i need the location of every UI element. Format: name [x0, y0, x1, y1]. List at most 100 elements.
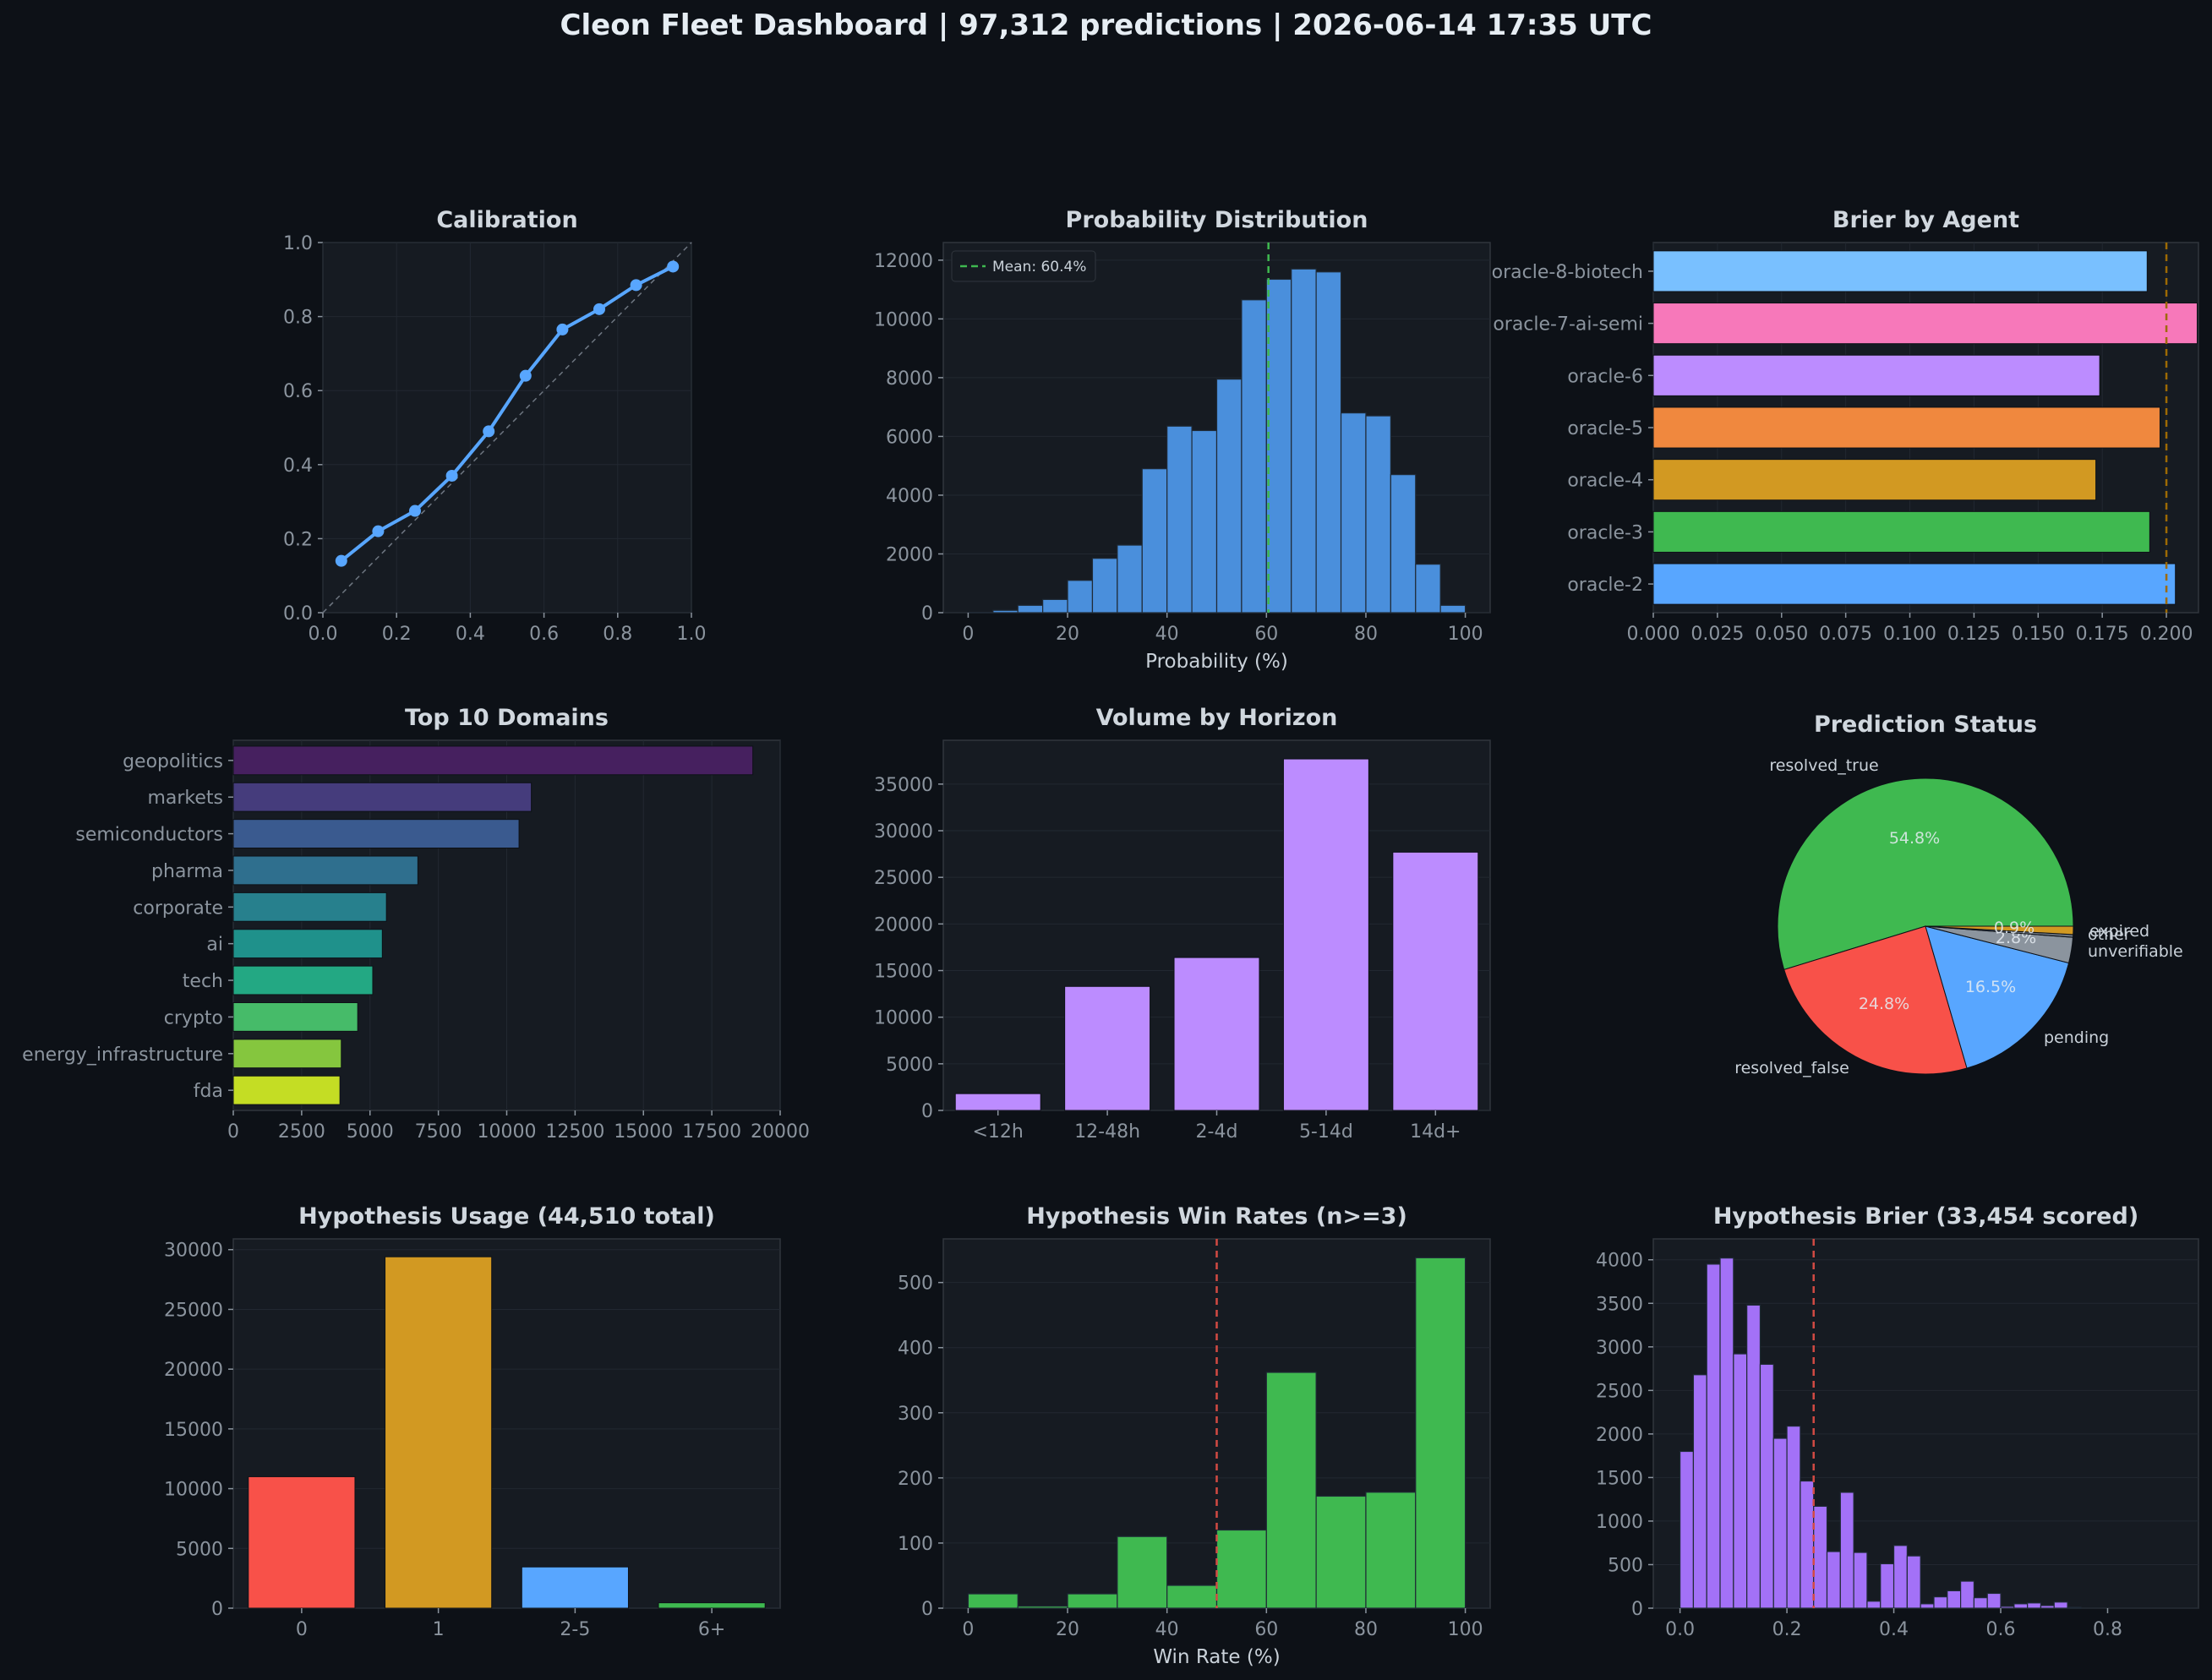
hypothesis-usage-ytick-label: 10000: [164, 1480, 223, 1501]
volume-by-horizon-bar: [1064, 985, 1151, 1111]
top-domains-bar: [232, 819, 520, 848]
probability-distribution-bar: [1365, 415, 1391, 614]
pie-label: expired: [2089, 922, 2149, 941]
pie-percent-label: 16.5%: [1965, 978, 2016, 996]
probability-distribution-xtick-label: 0: [962, 624, 974, 645]
hypothesis-win-rates-bar: [1415, 1257, 1466, 1609]
pie-label: resolved_false: [1734, 1059, 1849, 1077]
hypothesis-brier-bar: [1772, 1437, 1788, 1609]
pie-slice-expired: [1925, 925, 2074, 935]
probability-distribution-xtick-label: 20: [1056, 624, 1079, 645]
top-domains-xtick-label: 0: [227, 1121, 239, 1143]
top-domains-xtick-label: 20000: [751, 1121, 810, 1143]
probability-distribution-legend-label: Mean: 60.4%: [992, 259, 1086, 275]
calibration-point: [445, 469, 458, 482]
brier-by-agent-xtick-label: 0.025: [1690, 624, 1744, 645]
calibration-point: [630, 279, 642, 292]
brier-by-agent-category-label: oracle-7-ai-semi: [1493, 314, 1643, 335]
calibration-ytick-label: 0.6: [283, 381, 313, 402]
probability-distribution-bar: [1315, 271, 1342, 614]
calibration-point: [372, 525, 385, 537]
hypothesis-usage-ytick-label: 30000: [164, 1241, 223, 1262]
top-domains-xtick-label: 12500: [545, 1121, 604, 1143]
brier-by-agent-category-label: oracle-5: [1567, 418, 1643, 439]
brier-by-agent-category-label: oracle-3: [1567, 522, 1643, 543]
volume-by-horizon-ytick-label: 15000: [874, 962, 933, 983]
hypothesis-win-rates-ytick-label: 0: [921, 1599, 933, 1620]
hypothesis-win-rates-xtick-label: 80: [1354, 1619, 1378, 1640]
pie-percent-label: 0.9%: [1994, 919, 2034, 937]
hypothesis-brier-bar: [2040, 1605, 2055, 1609]
volume-by-horizon-category-label: 2-4d: [1196, 1121, 1238, 1143]
calibration-point: [335, 554, 347, 567]
hypothesis-usage-category-label: 1: [433, 1619, 445, 1640]
probability-distribution-bar: [1340, 412, 1367, 614]
hypothesis-win-rates-xlabel: Win Rate (%): [1153, 1646, 1280, 1668]
probability-distribution-ytick-label: 12000: [874, 251, 933, 272]
probability-distribution-ytick-label: 4000: [886, 486, 933, 507]
pie-slice-resolved_true: [1777, 777, 2074, 971]
hypothesis-win-rates-ytick-label: 400: [898, 1339, 933, 1360]
calibration-reference-diagonal: [322, 242, 692, 614]
top-domains-bar: [232, 1039, 342, 1069]
calibration-xtick-label: 0.6: [529, 624, 559, 645]
hypothesis-brier-bar: [1947, 1590, 1962, 1609]
brier-by-agent-category-label: oracle-8-biotech: [1492, 262, 1643, 283]
brier-by-agent-xtick-label: 0.150: [2012, 624, 2065, 645]
hypothesis-brier-bar: [1866, 1601, 1882, 1609]
volume-by-horizon-title: Volume by Horizon: [1096, 705, 1338, 731]
probability-distribution-bar: [1191, 429, 1218, 614]
probability-distribution-ytick-label: 2000: [886, 544, 933, 565]
volume-by-horizon-ytick-label: 0: [921, 1101, 933, 1122]
calibration-point: [409, 505, 421, 517]
calibration-series-line: [340, 265, 675, 563]
pie-percent-label: 24.8%: [1859, 995, 1909, 1013]
brier-by-agent-xtick-label: 0.075: [1819, 624, 1872, 645]
calibration-xtick-label: 0.4: [456, 624, 485, 645]
brier-by-agent-xtick-label: 0.125: [1947, 624, 2001, 645]
calibration-title: Calibration: [436, 207, 577, 233]
hypothesis-usage-category-label: 0: [296, 1619, 308, 1640]
top-domains-category-label: crypto: [164, 1007, 223, 1028]
probability-distribution-bar: [1390, 474, 1417, 614]
probability-distribution-xtick-label: 60: [1254, 624, 1278, 645]
probability-distribution-bar: [1117, 544, 1143, 614]
calibration-ytick-label: 1.0: [283, 233, 313, 254]
probability-distribution-ytick-label: 6000: [886, 427, 933, 448]
hypothesis-brier-ytick-label: 500: [1608, 1555, 1643, 1576]
hypothesis-brier-bar: [1759, 1363, 1774, 1609]
hypothesis-brier-bar: [1719, 1257, 1734, 1609]
top-domains-category-label: energy_infrastructure: [22, 1045, 223, 1066]
calibration-xtick-label: 0.8: [603, 624, 632, 645]
top-domains-bar: [232, 855, 418, 886]
volume-by-horizon-category-label: <12h: [973, 1121, 1024, 1143]
calibration-xtick-label: 0.2: [382, 624, 412, 645]
probability-distribution-ytick-label: 10000: [874, 309, 933, 330]
calibration-point: [593, 303, 605, 315]
top-domains-bar: [232, 965, 374, 995]
hypothesis-brier-bar: [2013, 1603, 2029, 1609]
hypothesis-brier-ytick-label: 2500: [1596, 1381, 1643, 1402]
top-domains-category-label: geopolitics: [123, 751, 223, 772]
probability-distribution-bar: [1215, 379, 1243, 614]
hypothesis-brier-bar: [1920, 1603, 1935, 1609]
volume-by-horizon-bar: [1282, 758, 1369, 1111]
calibration-point: [483, 425, 495, 438]
calibration-point: [556, 323, 569, 335]
volume-by-horizon-ytick-label: 10000: [874, 1008, 933, 1029]
calibration-point: [519, 369, 532, 382]
hypothesis-brier-bar: [1906, 1555, 1921, 1609]
brier-by-agent-xtick-label: 0.175: [2076, 624, 2129, 645]
hypothesis-usage-title: Hypothesis Usage (44,510 total): [298, 1203, 715, 1230]
hypothesis-win-rates-bar: [1117, 1535, 1168, 1609]
hypothesis-win-rates-ytick-label: 300: [898, 1404, 933, 1425]
hypothesis-brier-bar: [1679, 1450, 1695, 1609]
brier-by-agent-xtick-label: 0.050: [1755, 624, 1808, 645]
pie-label: pending: [2044, 1028, 2109, 1047]
hypothesis-usage-ytick-label: 15000: [164, 1420, 223, 1441]
hypothesis-win-rates-xtick-label: 100: [1448, 1619, 1483, 1640]
hypothesis-brier-xtick-label: 0.6: [1986, 1619, 2016, 1640]
hypothesis-brier-xtick-label: 0.0: [1665, 1619, 1695, 1640]
hypothesis-brier-ytick-label: 2000: [1596, 1425, 1643, 1446]
top-domains-bar: [232, 1075, 341, 1105]
